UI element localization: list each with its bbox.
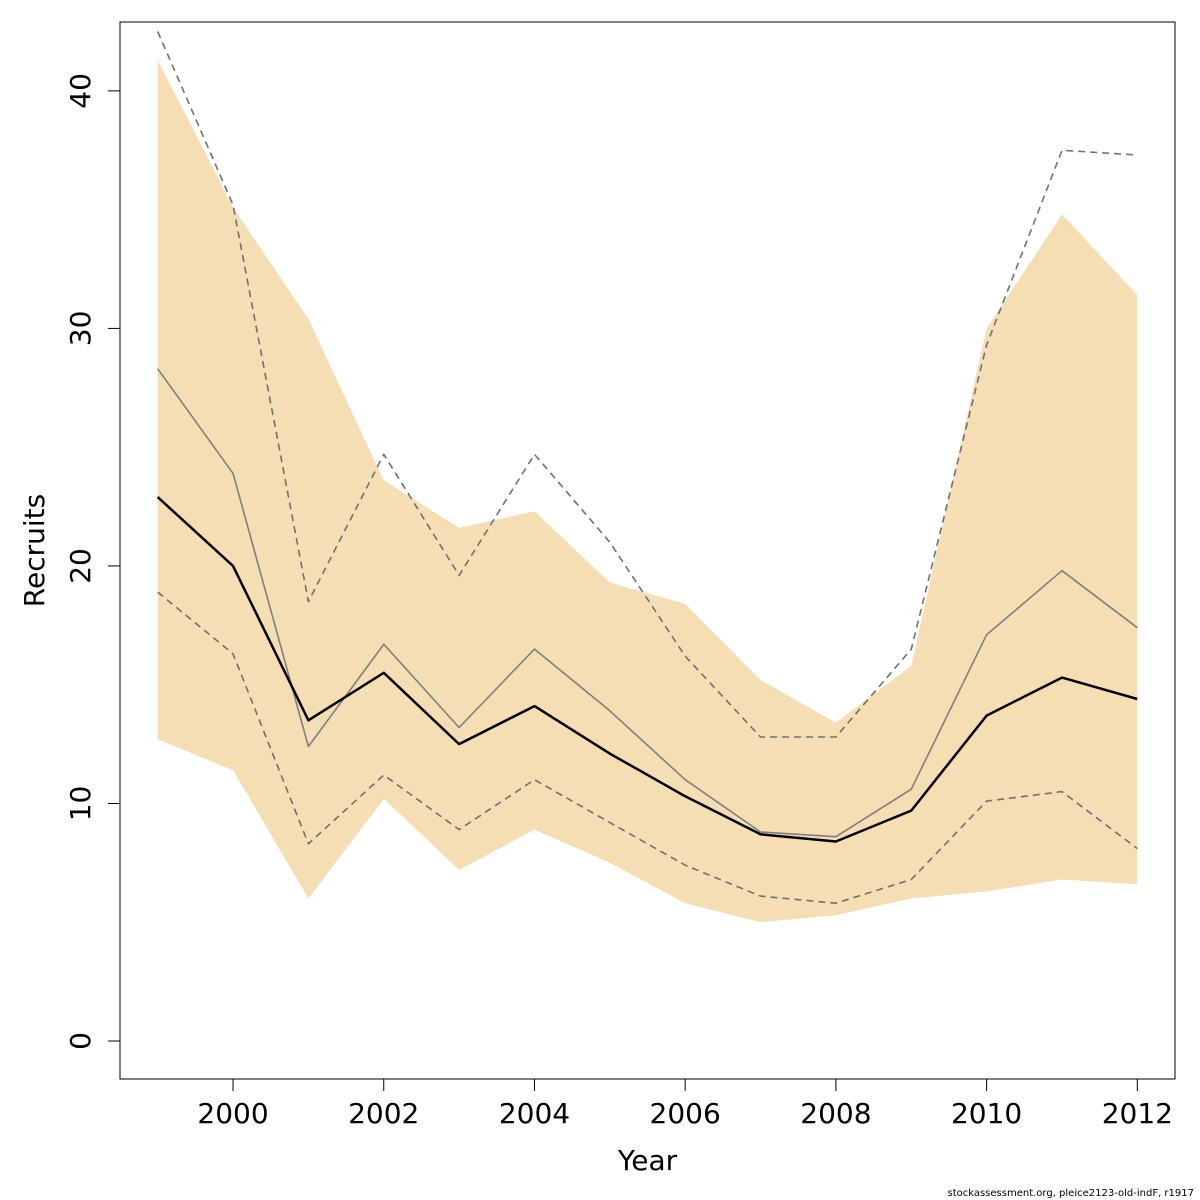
y-axis-label: Recruits	[18, 494, 51, 607]
plot-area	[156, 31, 1138, 923]
y-tick-label: 0	[64, 1032, 97, 1050]
lower-dashed-line	[157, 591, 1138, 905]
upper-dashed-line	[156, 31, 1138, 738]
x-tick-label: 2004	[499, 1097, 570, 1130]
y-tick-label: 40	[64, 73, 97, 109]
y-tick-label: 10	[64, 786, 97, 822]
plot-frame	[119, 21, 1176, 1080]
x-axis-label: Year	[617, 1144, 678, 1177]
x-tick-label: 2006	[650, 1097, 721, 1130]
alt-estimate-line	[157, 368, 1138, 838]
x-tick-label: 2002	[348, 1097, 419, 1130]
footer-credit: stockassessment.org, pleice2123-old-indF…	[947, 1188, 1194, 1199]
y-tick-label: 20	[64, 548, 97, 584]
x-axis: 2000 2002 2004 2006 2008 2010 2012	[197, 1079, 1173, 1130]
x-tick-label: 2010	[951, 1097, 1022, 1130]
y-tick-label: 30	[64, 311, 97, 347]
x-tick-label: 2000	[197, 1097, 268, 1130]
x-tick-label: 2008	[800, 1097, 871, 1130]
y-axis: 0 10 20 30 40	[64, 73, 120, 1050]
estimate-line	[156, 496, 1138, 843]
x-tick-label: 2012	[1102, 1097, 1173, 1130]
confidence-band	[157, 60, 1138, 923]
